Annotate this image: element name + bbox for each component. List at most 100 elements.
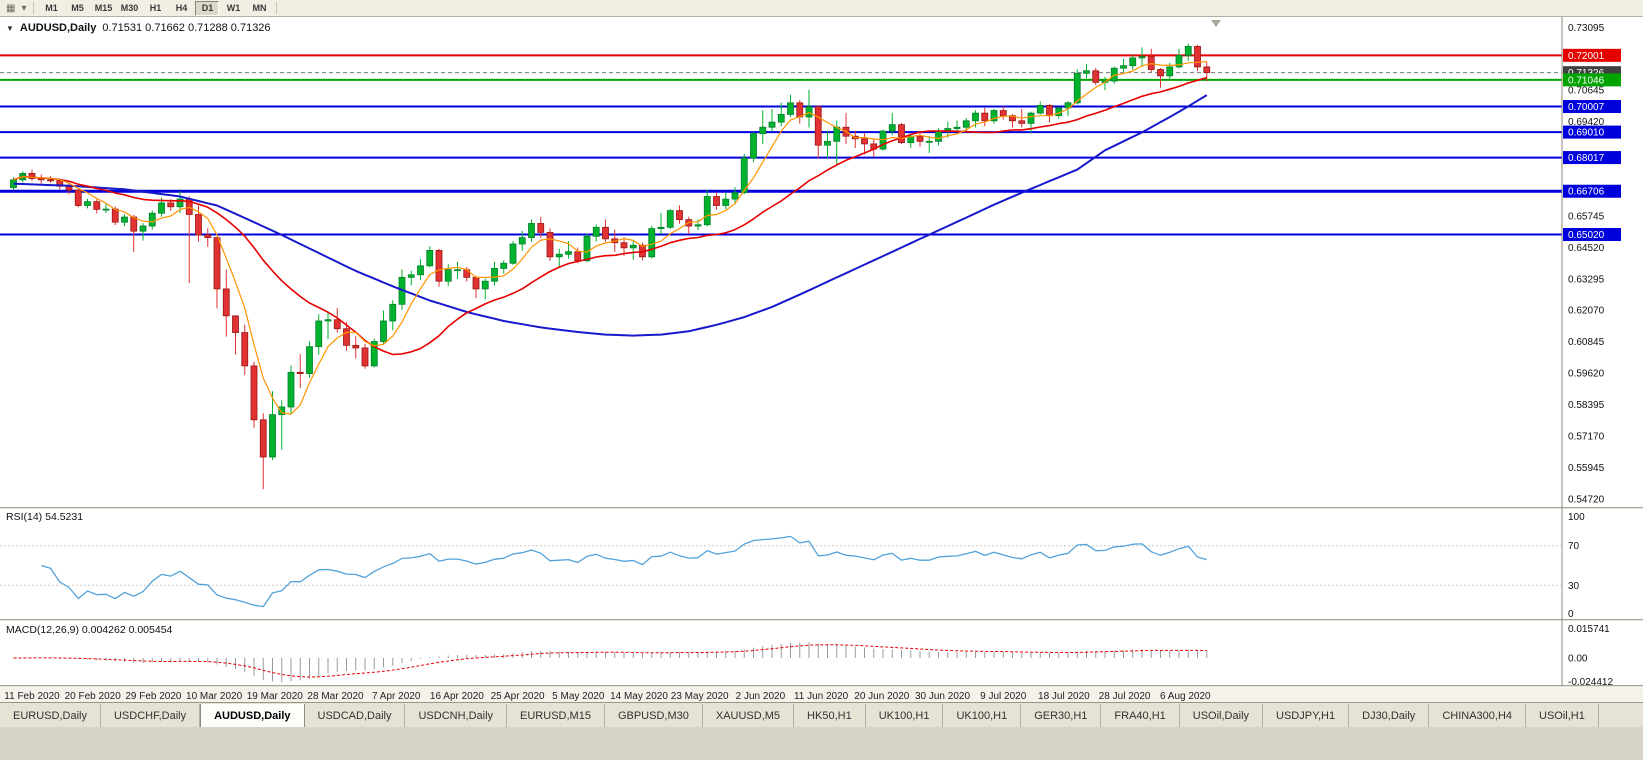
chart-tab-usdjpy-h1[interactable]: USDJPY,H1 xyxy=(1263,704,1350,727)
price-badge-label: 0.68017 xyxy=(1568,153,1605,164)
price-tick-label: 0.65745 xyxy=(1568,211,1605,222)
candle-body xyxy=(731,192,739,200)
timeframe-button-h4[interactable]: H4 xyxy=(175,3,188,13)
candle-body xyxy=(426,250,434,267)
chart-tab-usdcnh-daily[interactable]: USDCNH,Daily xyxy=(405,704,508,727)
timeframe-button-m30[interactable]: M30 xyxy=(120,3,139,13)
candle-body xyxy=(962,120,970,128)
chart-tab-audusd-daily[interactable]: AUDUSD,Daily xyxy=(200,704,305,727)
candle-body xyxy=(1083,70,1090,74)
candle-body xyxy=(47,179,54,182)
chart-tab-uk100-h1[interactable]: UK100,H1 xyxy=(943,704,1022,727)
chart-tab-eurusd-m15[interactable]: EURUSD,M15 xyxy=(507,704,605,727)
candle-body xyxy=(130,216,138,232)
candle-body xyxy=(481,280,489,290)
date-label: 10 Mar 2020 xyxy=(186,691,243,702)
chart-tab-usoil-daily[interactable]: USOil,Daily xyxy=(1179,704,1264,727)
candle-body xyxy=(1036,105,1044,114)
candle-body xyxy=(352,344,360,349)
candle-body xyxy=(713,196,720,206)
candle-body xyxy=(703,196,711,226)
candle-body xyxy=(84,201,91,206)
candle-body xyxy=(1203,66,1211,73)
candle-body xyxy=(555,253,563,258)
price-badge-label: 0.69010 xyxy=(1568,128,1605,139)
timeframe-button-h1[interactable]: H1 xyxy=(149,3,162,13)
candle-body xyxy=(343,328,350,346)
price-tick-label: 0.69420 xyxy=(1568,117,1605,128)
chart-tab-usdcad-daily[interactable]: USDCAD,Daily xyxy=(304,704,406,727)
chart-tab-xauusd-m5[interactable]: XAUUSD,M5 xyxy=(702,704,795,727)
candle-body xyxy=(916,135,924,142)
candle-body xyxy=(814,106,822,146)
timeframe-button-d1[interactable]: D1 xyxy=(195,0,220,16)
price-badge-label: 0.71046 xyxy=(1568,75,1605,86)
pane-separator xyxy=(0,619,1643,621)
candle-body xyxy=(491,267,498,282)
chart-canvas[interactable]: 0.73095 0.70645 0.69420 0.65745 0.64520 0.632… xyxy=(0,17,1643,703)
candle-body xyxy=(1175,54,1183,68)
candle-body xyxy=(787,102,794,115)
candle-body xyxy=(602,226,609,240)
timeframe-button-m15[interactable]: M15 xyxy=(94,3,113,13)
candle-body xyxy=(1073,72,1081,104)
timeframe-toolbar: ▦ ▾ M1 M5 M15 M30 H1 H4 D1 W1 MN xyxy=(0,0,1643,17)
timeframe-button-w1[interactable]: W1 xyxy=(226,3,241,13)
macd-axis-label: 0.015741 xyxy=(1568,624,1610,635)
candle-body xyxy=(898,124,905,144)
candle-body xyxy=(472,276,480,290)
candle-body xyxy=(259,419,267,458)
chart-tab-dj30-daily[interactable]: DJ30,Daily xyxy=(1349,704,1430,727)
date-label: 2 Jun 2020 xyxy=(736,691,786,702)
candle-body xyxy=(232,315,239,333)
price-badge-label: 0.66706 xyxy=(1568,187,1605,198)
chart-window[interactable]: 0.73095 0.70645 0.69420 0.65745 0.64520 0.632… xyxy=(0,17,1643,703)
chart-tab-ger30-h1[interactable]: GER30,H1 xyxy=(1021,704,1102,727)
candle-body xyxy=(666,210,674,228)
chevron-down-icon[interactable]: ▾ xyxy=(21,2,27,14)
candle-body xyxy=(657,226,665,229)
candle-body xyxy=(500,262,508,269)
chart-tab-usoil-h1[interactable]: USOil,H1 xyxy=(1526,704,1599,727)
timeframe-button-mn[interactable]: MN xyxy=(252,3,267,13)
candle-body xyxy=(121,216,128,223)
candle-body xyxy=(333,319,341,330)
timeframe-button-m5[interactable]: M5 xyxy=(71,3,84,13)
candle-body xyxy=(1120,65,1127,69)
chart-tab-gbpusd-m30[interactable]: GBPUSD,M30 xyxy=(604,704,703,727)
chart-tab-uk100-h1[interactable]: UK100,H1 xyxy=(865,704,944,727)
candle-body xyxy=(722,198,730,206)
date-label: 20 Jun 2020 xyxy=(854,691,909,702)
candle-body xyxy=(629,244,637,249)
chart-tab-usdchf-daily[interactable]: USDCHF,Daily xyxy=(100,704,201,727)
chart-windows-icon[interactable]: ▦ xyxy=(6,2,16,14)
candle-body xyxy=(750,133,757,159)
candle-body xyxy=(805,106,813,118)
candle-body xyxy=(454,269,461,272)
candle-body xyxy=(1166,66,1174,77)
pane-separator-highlight xyxy=(0,620,1643,622)
chart-tab-hk50-h1[interactable]: HK50,H1 xyxy=(794,704,866,727)
chart-tab-china300-h4[interactable]: CHINA300,H4 xyxy=(1429,704,1527,727)
candle-body xyxy=(102,208,110,211)
candle-body xyxy=(407,274,415,278)
candle-body xyxy=(999,110,1007,117)
candle-body xyxy=(158,202,165,214)
toolbar-separator xyxy=(276,2,278,14)
chart-tab-eurusd-daily[interactable]: EURUSD,Daily xyxy=(0,704,101,727)
price-tick-label: 0.59620 xyxy=(1568,369,1605,380)
date-label: 7 Apr 2020 xyxy=(372,691,421,702)
rsi-axis-label: 70 xyxy=(1568,541,1580,552)
candle-body xyxy=(111,208,119,223)
candle-body xyxy=(740,157,748,194)
date-label: 14 May 2020 xyxy=(610,691,668,702)
chart-tab-fra40-h1[interactable]: FRA40,H1 xyxy=(1101,704,1180,727)
pane-separator-highlight xyxy=(0,686,1643,688)
candle-body xyxy=(583,235,591,262)
candle-body xyxy=(796,102,804,118)
date-label: 5 May 2020 xyxy=(552,691,605,702)
chart-shift-marker xyxy=(1211,20,1221,27)
price-tick-label: 0.62070 xyxy=(1568,306,1605,317)
timeframe-button-m1[interactable]: M1 xyxy=(45,3,58,13)
